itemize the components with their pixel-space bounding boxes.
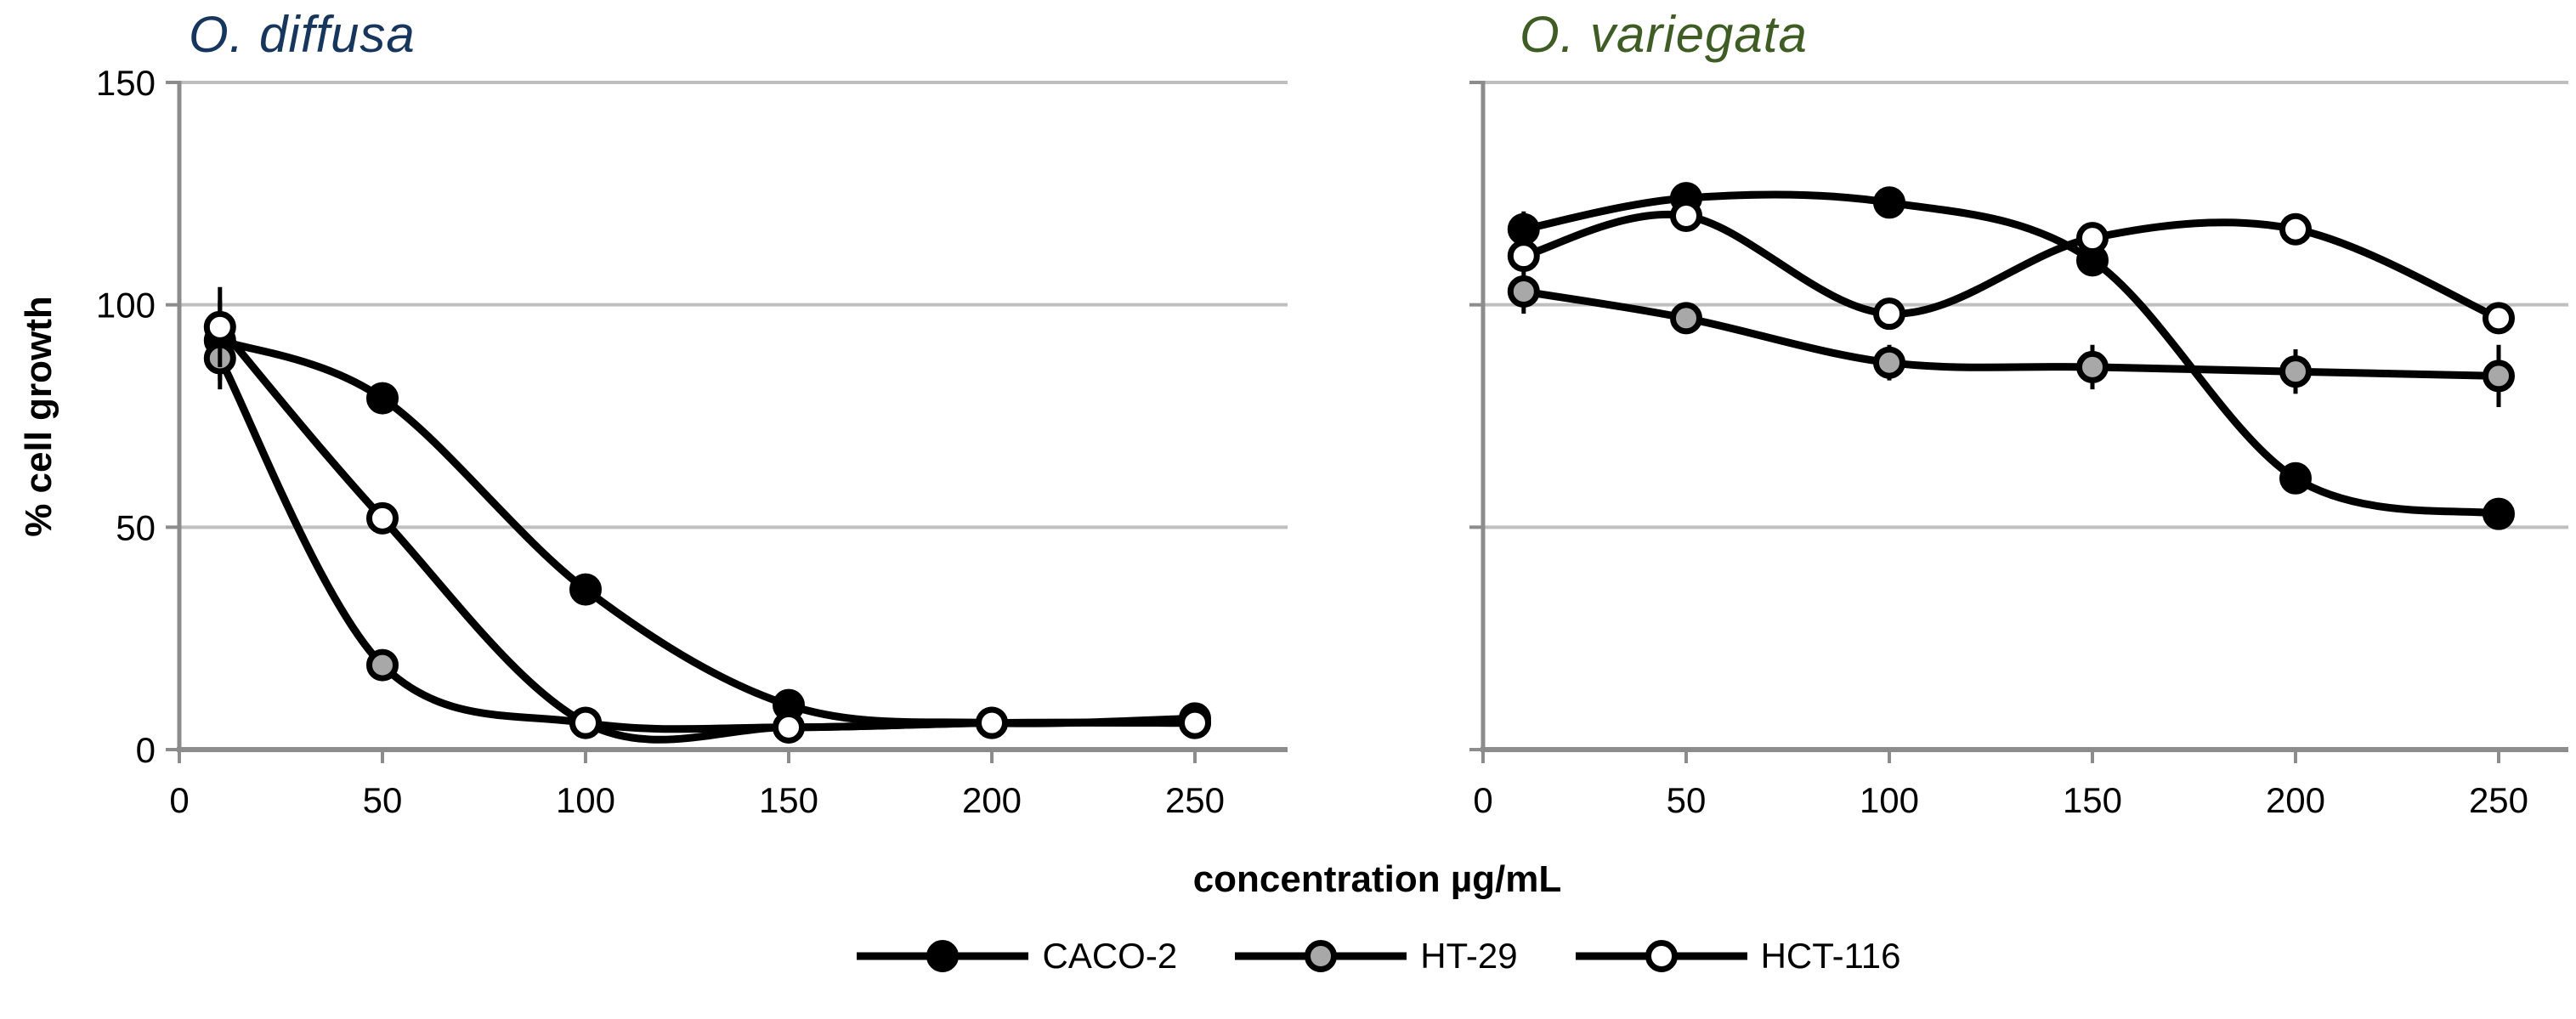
data-point-marker	[773, 710, 805, 744]
data-point-marker	[1873, 346, 1905, 379]
data-point-marker	[2483, 359, 2515, 393]
legend-label-hct-116: HCT-116	[1760, 936, 1901, 976]
svg-text:50: 50	[1667, 780, 1707, 820]
series-caco-2	[1507, 182, 2515, 530]
series-ht-29	[203, 326, 1211, 744]
legend-label-ht-29: HT-29	[1420, 936, 1518, 976]
data-point-marker	[2483, 302, 2515, 335]
data-point-marker	[2076, 350, 2109, 383]
svg-text:0: 0	[136, 730, 156, 770]
data-point-marker	[366, 648, 399, 682]
data-point-marker	[976, 706, 1008, 739]
tick-marks	[1469, 81, 2500, 763]
legend-item-ht-29: HT-29	[1231, 936, 1518, 977]
data-point-marker	[366, 501, 399, 535]
svg-text:200: 200	[962, 780, 1022, 820]
svg-text:100: 100	[96, 286, 156, 326]
chart-title-o-diffusa: O. diffusa	[189, 6, 416, 63]
svg-text:200: 200	[2266, 780, 2325, 820]
series	[203, 286, 1211, 744]
chart-panel-o-variegata: O. variegata 0 50 100 150 200 250	[1288, 0, 2576, 850]
series-line	[1520, 211, 2503, 322]
chart-title-o-variegata: O. variegata	[1520, 6, 1808, 63]
data-point-marker	[1507, 212, 1540, 246]
series	[1507, 182, 2515, 530]
series-hct-116	[203, 286, 1211, 744]
data-point-marker	[569, 573, 602, 606]
series-ht-29	[1507, 269, 2515, 408]
data-point-marker	[2483, 497, 2515, 530]
tick-labels: 0 50 100 150 200 250	[1473, 780, 2528, 820]
series-line	[216, 337, 1199, 727]
axes	[1480, 81, 2568, 752]
x-axis-title: concentration µg/mL	[1192, 858, 1562, 900]
gridlines	[179, 81, 1288, 529]
svg-text:0: 0	[169, 780, 189, 820]
series-caco-2	[203, 300, 1211, 739]
svg-text:50: 50	[363, 780, 403, 820]
data-point-marker	[1873, 297, 1905, 331]
tick-marks	[166, 81, 1197, 763]
svg-text:150: 150	[96, 63, 156, 103]
data-point-marker	[1670, 200, 1702, 232]
data-point-marker	[203, 310, 236, 343]
legend-item-hct-116: HCT-116	[1572, 936, 1901, 977]
data-point-marker	[2279, 461, 2312, 495]
svg-text:250: 250	[1165, 780, 1225, 820]
data-point-marker	[1873, 186, 1905, 219]
svg-text:50: 50	[116, 507, 156, 547]
data-point-marker	[569, 706, 602, 739]
legend-item-caco-2: CACO-2	[853, 936, 1177, 977]
chart-panel-o-diffusa: O. diffusa 0 50 100 150 0 50 100 150 200 250	[0, 0, 1288, 850]
plot-o-variegata: 0 50 100 150 200 250	[1469, 81, 2568, 820]
charts-row: % cell growth O. diffusa 0 50 100 150 0 50 100…	[0, 0, 2576, 850]
svg-text:150: 150	[759, 780, 818, 820]
data-point-marker	[1670, 302, 1702, 335]
axes	[177, 81, 1288, 752]
gridlines	[1483, 81, 2568, 529]
data-point-marker	[2076, 222, 2109, 255]
legend-label-caco-2: CACO-2	[1042, 936, 1178, 976]
data-point-marker	[1507, 275, 1540, 308]
series-hct-116	[1507, 200, 2515, 335]
plot-o-diffusa: 0 50 100 150 0 50 100 150 200 250	[96, 63, 1288, 820]
svg-text:150: 150	[2063, 780, 2122, 820]
legend: CACO-2 HT-29 HCT-116	[178, 909, 2576, 1003]
svg-text:0: 0	[1473, 780, 1492, 820]
data-point-marker	[1507, 240, 1540, 273]
tick-labels: 0 50 100 150 0 50 100 150 200 250	[96, 63, 1225, 820]
legend-marker-caco-2-icon	[857, 940, 1029, 972]
legend-marker-hct-116-icon	[1575, 940, 1747, 972]
data-point-marker	[2279, 212, 2312, 246]
series-line	[1520, 190, 2503, 518]
data-point-marker	[366, 382, 399, 415]
data-point-marker	[1179, 706, 1211, 739]
data-point-marker	[2279, 355, 2312, 388]
legend-marker-ht-29-icon	[1235, 940, 1407, 972]
svg-text:100: 100	[1860, 780, 1919, 820]
svg-text:250: 250	[2469, 780, 2528, 820]
svg-text:100: 100	[556, 780, 615, 820]
